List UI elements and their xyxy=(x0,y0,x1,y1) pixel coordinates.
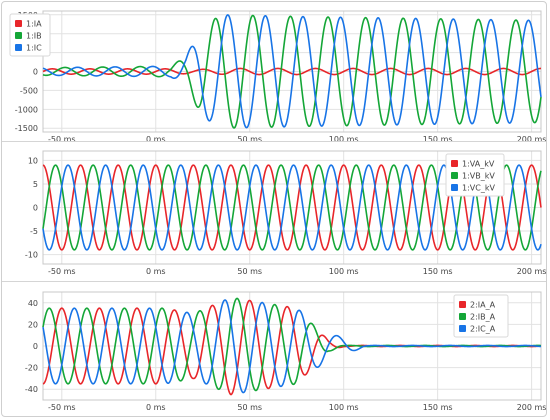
legend-label: 2:IA_A xyxy=(470,301,496,310)
legend-swatch xyxy=(15,44,22,51)
x-tick-label: 100 ms xyxy=(329,403,359,412)
legend: 1:VA_kV 1:VB_kV 1:VC_kV xyxy=(445,153,505,197)
x-tick-label: 200 ms xyxy=(517,135,547,142)
x-tick-label: 100 ms xyxy=(329,135,359,142)
series-line-3 xyxy=(42,299,542,394)
x-tick-label: -50 ms xyxy=(48,135,76,142)
y-tick-label: -40 xyxy=(25,385,38,394)
x-tick-label: 0 ms xyxy=(146,403,166,412)
x-tick-label: 200 ms xyxy=(517,267,547,276)
legend-swatch xyxy=(451,160,458,167)
x-tick-label: 50 ms xyxy=(237,267,262,276)
x-tick-label: 150 ms xyxy=(423,135,453,142)
legend-label: 2:IC_A xyxy=(470,325,496,334)
y-tick-label: 40 xyxy=(28,299,38,308)
x-tick-label: 50 ms xyxy=(237,403,262,412)
x-tick-label: 100 ms xyxy=(329,267,359,276)
x-tick-label: 0 ms xyxy=(146,135,166,142)
y-tick-label: 10 xyxy=(28,156,38,165)
legend-label: 1:VA_kV xyxy=(462,160,495,169)
legend-swatch xyxy=(15,32,22,39)
x-tick-label: 150 ms xyxy=(423,267,453,276)
legend-label: 1:IC xyxy=(26,44,42,53)
panel-divider xyxy=(2,141,546,142)
y-tick-label: 0 xyxy=(33,68,38,77)
x-tick-label: -50 ms xyxy=(48,267,76,276)
legend-label: 1:IB xyxy=(26,32,42,41)
legend-label: 1:VC_kV xyxy=(462,184,495,193)
legend-background xyxy=(445,153,505,197)
y-tick-label: -20 xyxy=(25,364,38,373)
legend: 1:IA 1:IB 1:IC xyxy=(9,13,51,57)
legend-swatch xyxy=(451,172,458,179)
y-tick-label: 0 xyxy=(33,342,38,351)
chart-phase-currents-2: -50 ms 0 ms 50 ms 100 ms 150 ms 200 ms -40 -20 0… xyxy=(25,291,547,412)
y-tick-label: 20 xyxy=(28,320,38,329)
y-tick-label: 5 xyxy=(33,180,38,189)
series-line-2 xyxy=(42,14,542,129)
legend-label: 1:IA xyxy=(26,20,42,29)
series-line-2 xyxy=(42,164,542,251)
legend-swatch xyxy=(459,313,466,320)
chart-phase-currents-1: -50 ms 0 ms 50 ms 100 ms 150 ms 200 ms -1500 -1… xyxy=(9,10,547,142)
y-tick-label: -5 xyxy=(30,227,38,236)
legend-swatch xyxy=(459,325,466,332)
x-tick-label: 0 ms xyxy=(146,267,166,276)
y-tick-label: 0 xyxy=(33,204,38,213)
legend-background xyxy=(453,294,509,338)
x-tick-label: 150 ms xyxy=(423,403,453,412)
y-tick-label: -500 xyxy=(20,86,38,95)
chart-phase-voltages-1: -50 ms 0 ms 50 ms 100 ms 150 ms 200 ms -10 -5 0 5… xyxy=(25,150,547,276)
legend-label: 2:IB_A xyxy=(470,313,496,322)
x-tick-label: 200 ms xyxy=(517,403,547,412)
x-tick-label: 50 ms xyxy=(237,135,262,142)
legend-swatch xyxy=(15,20,22,27)
y-tick-label: -1000 xyxy=(15,105,38,114)
legend: 2:IA_A 2:IB_A 2:IC_A xyxy=(453,294,509,338)
panel-divider xyxy=(2,281,546,282)
series-line-3 xyxy=(42,14,542,129)
series-line-3 xyxy=(42,164,542,251)
series-line-1 xyxy=(42,67,542,76)
y-tick-label: -1500 xyxy=(15,124,38,133)
legend-label: 1:VB_kV xyxy=(462,172,495,181)
y-tick-label: -10 xyxy=(25,251,38,260)
legend-swatch xyxy=(451,184,458,191)
legend-swatch xyxy=(459,301,466,308)
x-tick-label: -50 ms xyxy=(48,403,76,412)
